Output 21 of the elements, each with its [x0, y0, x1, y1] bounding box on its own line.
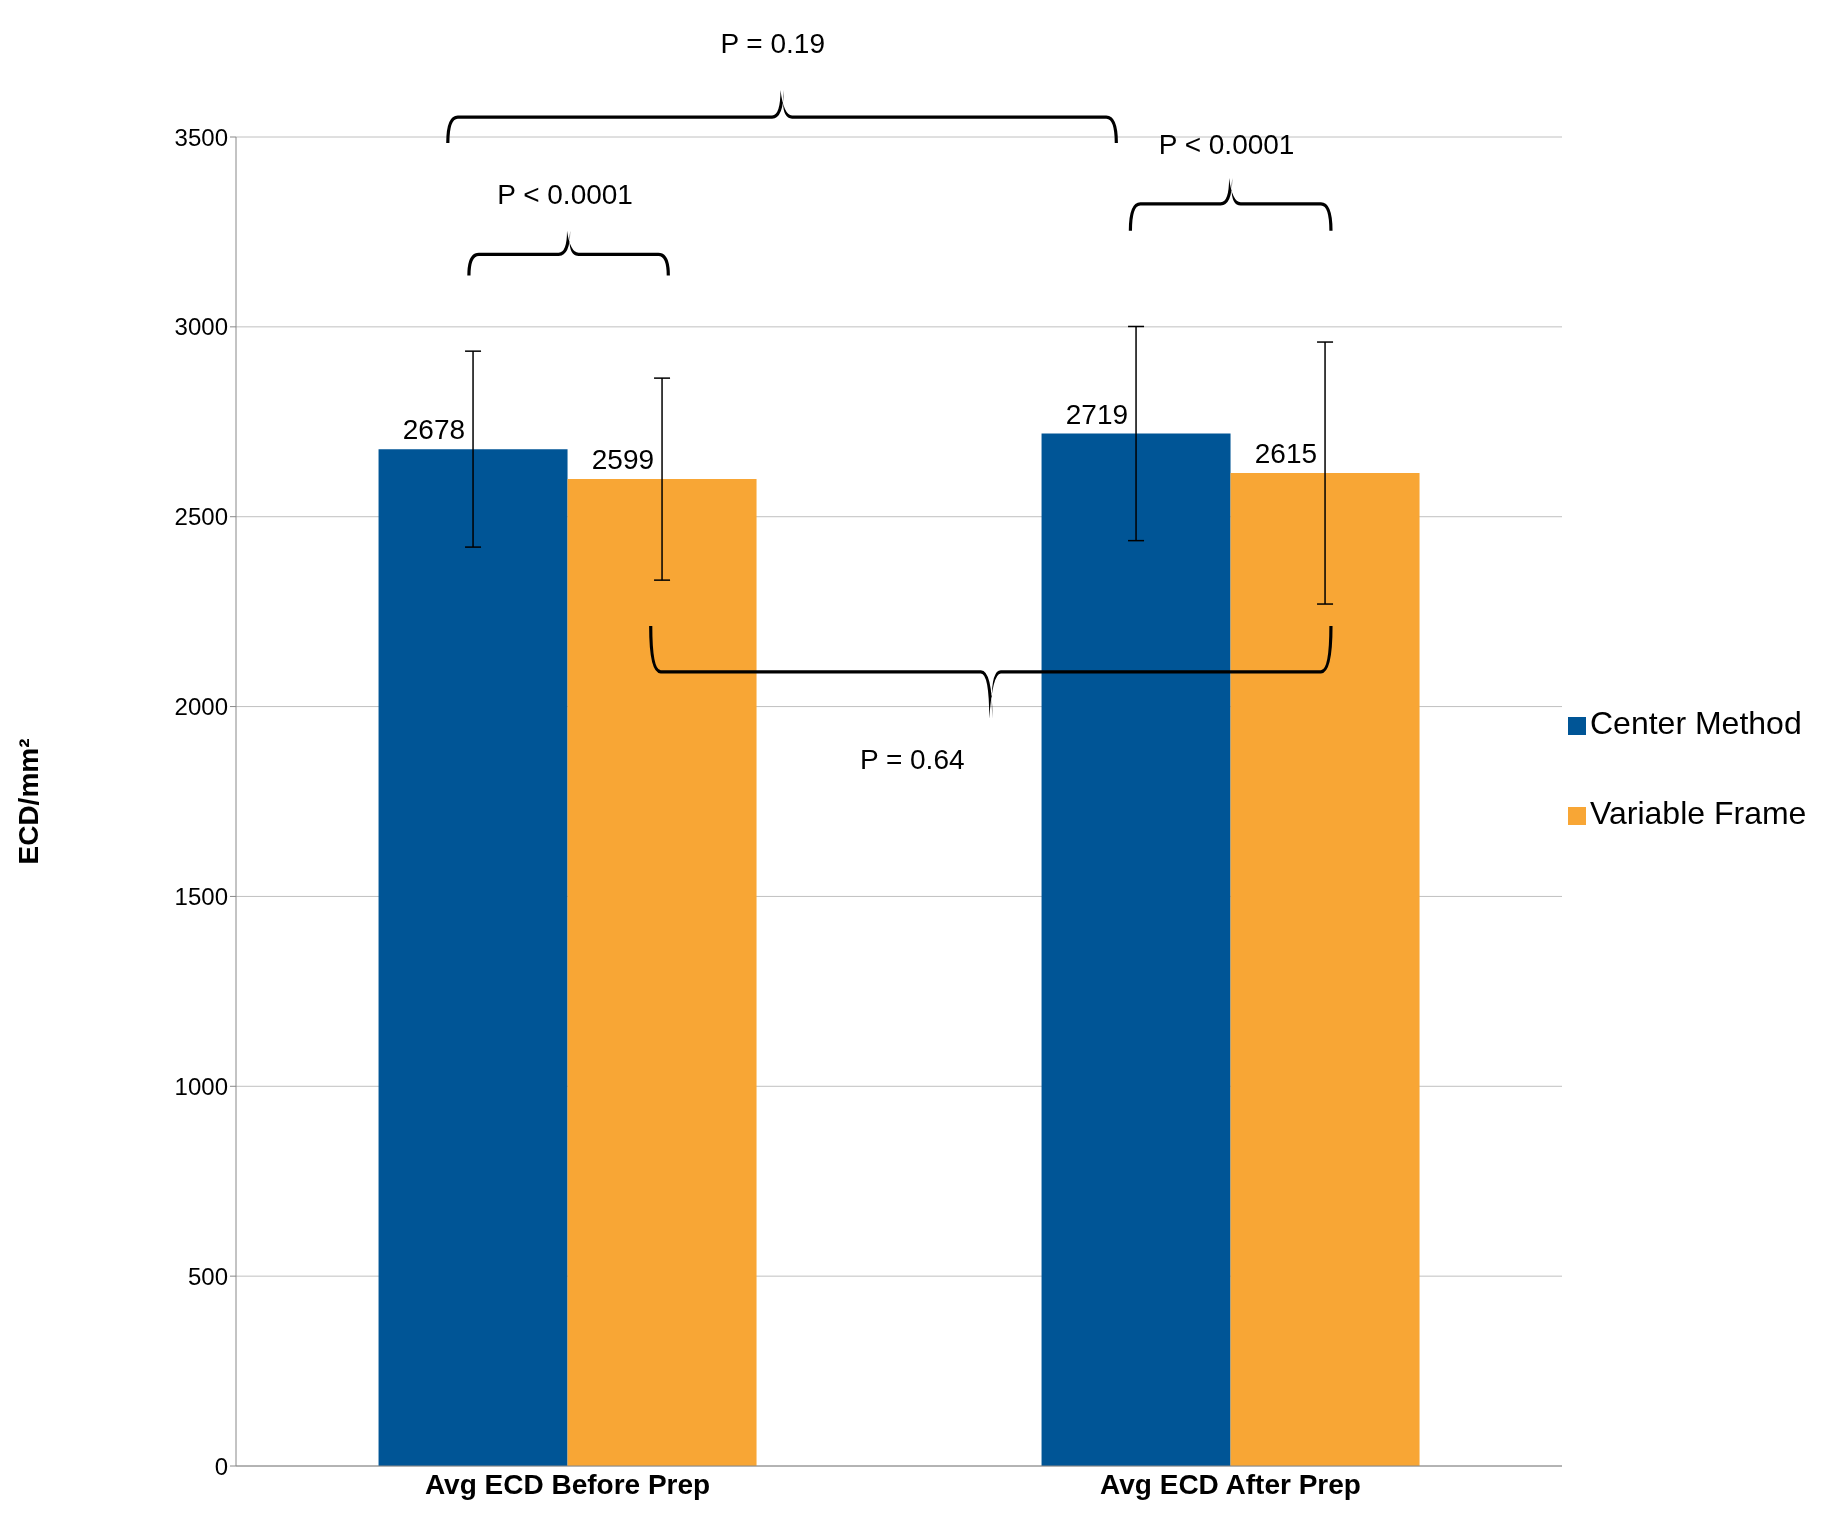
- y-tick-label: 3500: [174, 123, 228, 151]
- y-tick-label: 3000: [174, 313, 228, 341]
- data-label: 2719: [1065, 398, 1129, 430]
- annotation: P < 0.0001: [1158, 129, 1295, 161]
- annotation: P < 0.0001: [497, 179, 633, 211]
- y-tick-label: 500: [187, 1262, 228, 1290]
- y-tick-label: 0: [214, 1452, 228, 1480]
- text: P = 0.19: [720, 28, 825, 60]
- data-label: 2615: [1254, 438, 1318, 470]
- y-tick-label: 2500: [174, 503, 228, 531]
- annotation: P = 0.64: [859, 744, 965, 776]
- legend-label: Variable Frame: [1590, 795, 1807, 831]
- legend-label: Center Method: [1590, 705, 1802, 741]
- y-tick-label: 1500: [174, 882, 228, 910]
- y-tick-label: 2000: [174, 693, 228, 721]
- data-label: 2678: [402, 414, 466, 446]
- y-tick-label: 1000: [174, 1072, 228, 1100]
- x-tick-label: Avg ECD After Prep: [1100, 1468, 1361, 1500]
- data-label: 2599: [591, 444, 655, 476]
- y-axis-title: ECD/mm²: [12, 738, 44, 865]
- x-tick-label: Avg ECD Before Prep: [424, 1468, 711, 1500]
